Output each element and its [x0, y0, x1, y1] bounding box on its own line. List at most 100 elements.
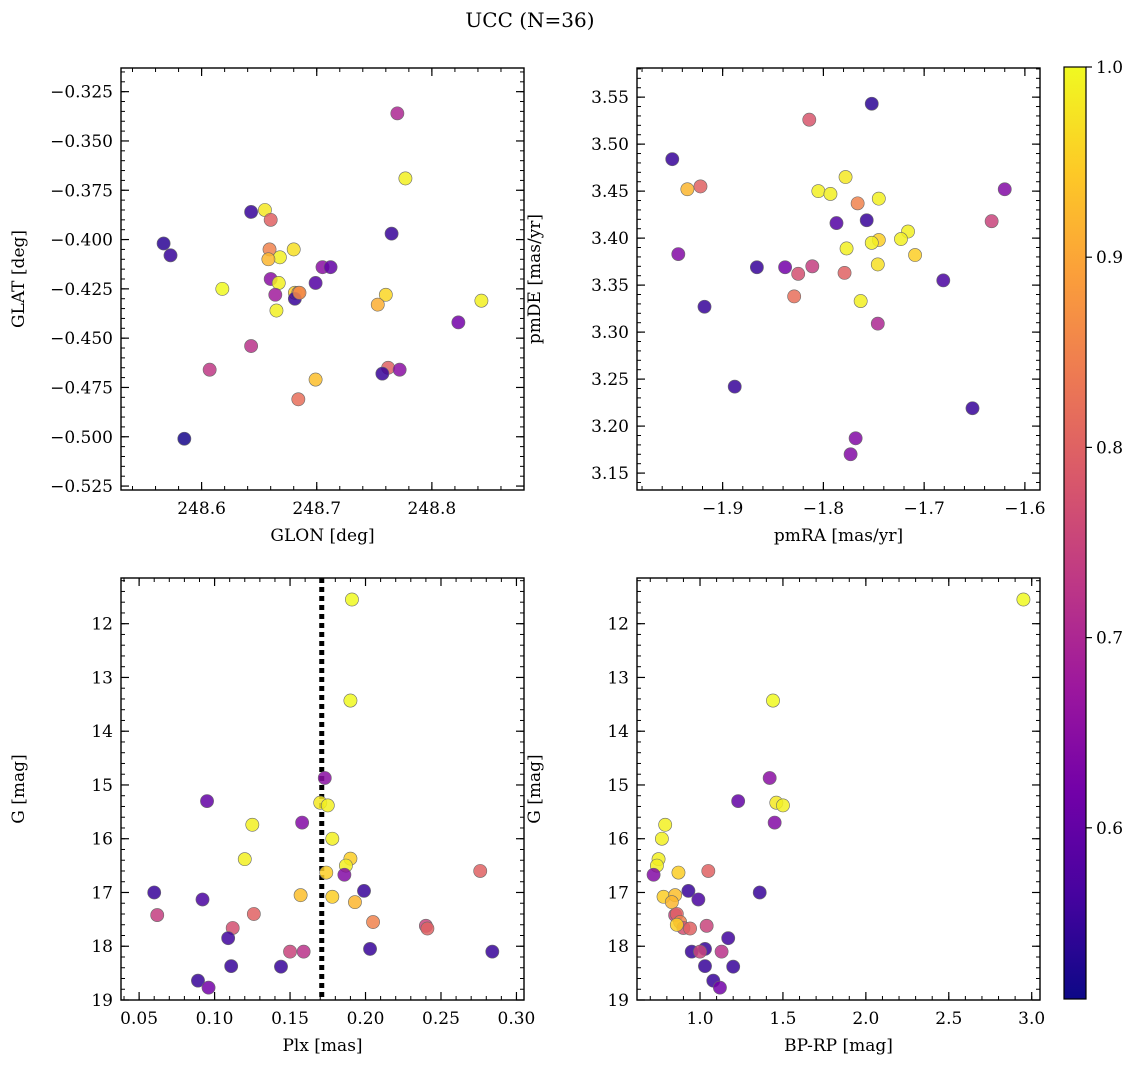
panel-pmra-pmde: −1.9 −1.8 −1.7 −1.6 3.15 3.20 3.25 3.30 3.35 3.40… — [525, 67, 1046, 546]
scatter-point — [283, 944, 297, 959]
y-tick-label: 3.15 — [591, 464, 629, 484]
y-tick-label: 19 — [607, 991, 629, 1011]
scatter-point — [870, 257, 885, 272]
y-tick-label: −0.350 — [50, 132, 113, 152]
points-plx-g — [147, 592, 500, 995]
scatter-point — [936, 273, 951, 288]
x-tick-label: −1.7 — [903, 499, 944, 519]
scatter-point — [864, 235, 879, 250]
scatter-point — [200, 794, 214, 808]
scatter-point — [201, 980, 216, 995]
scatter-point — [317, 771, 332, 785]
scatter-point — [237, 852, 252, 867]
scatter-point — [473, 864, 488, 878]
scatter-point — [286, 242, 301, 257]
scatter-point — [787, 289, 802, 304]
scatter-point — [665, 152, 680, 167]
scatter-point — [1016, 592, 1031, 607]
scatter-point — [202, 362, 217, 377]
y-tick-label: 16 — [607, 830, 629, 850]
axes-frame — [636, 577, 1041, 1001]
scatter-point — [384, 226, 399, 241]
scatter-point — [837, 265, 852, 280]
x-tick-label: 0.05 — [120, 1009, 158, 1029]
scatter-point — [671, 247, 686, 261]
y-tick-label: 12 — [607, 615, 629, 635]
y-tick-label: −0.325 — [50, 83, 113, 103]
scatter-point — [791, 266, 806, 281]
scatter-point — [894, 232, 908, 246]
scatter-point — [805, 259, 820, 274]
x-tick-label: −1.9 — [702, 499, 743, 519]
scatter-point — [701, 864, 716, 878]
y-tick-label: 3.30 — [591, 323, 629, 343]
y-tick-label: 17 — [607, 883, 629, 903]
scatter-point — [150, 908, 165, 922]
scatter-point — [323, 260, 338, 275]
y-tick-label: −0.525 — [50, 477, 113, 497]
scatter-point — [871, 191, 886, 206]
scatter-point — [776, 798, 790, 813]
scatter-point — [823, 187, 838, 201]
colorbar-tick-label: 0.8 — [1096, 438, 1123, 458]
scatter-point — [766, 693, 780, 708]
scatter-point — [293, 888, 308, 903]
scatter-point — [245, 817, 260, 832]
scatter-point — [224, 959, 239, 974]
x-axis-label: GLON [deg] — [270, 526, 374, 546]
y-tick-label: 3.20 — [591, 417, 629, 437]
y-tick-label: 17 — [91, 883, 113, 903]
y-tick-label: 14 — [607, 722, 629, 742]
scatter-point — [269, 303, 284, 318]
scatter-point — [698, 959, 712, 974]
y-tick-label: 3.25 — [591, 370, 629, 390]
y-tick-label: 3.55 — [591, 88, 629, 108]
scatter-point — [246, 907, 261, 921]
scatter-point — [997, 182, 1012, 197]
scatter-point — [671, 865, 686, 880]
axes-pmra-pmde: −1.9 −1.8 −1.7 −1.6 3.15 3.20 3.25 3.30 3.35 3.40… — [525, 67, 1046, 546]
x-tick-label: 0.30 — [498, 1009, 536, 1029]
colorbar-tick-label: 0.9 — [1096, 248, 1123, 268]
scatter-point — [291, 392, 306, 407]
scatter-point — [268, 287, 283, 302]
x-axis-label: BP-RP [mag] — [784, 1036, 893, 1056]
scatter-point — [337, 867, 352, 882]
scatter-point — [363, 942, 377, 956]
y-tick-label: 3.45 — [591, 182, 629, 202]
panel-bprp-g: 1.0 1.5 2.0 2.5 3.0 12 13 14 15 16 17 18 19 BP-RP [ma… — [525, 577, 1045, 1056]
scatter-point — [420, 921, 435, 936]
scatter-point — [244, 205, 259, 219]
scatter-point — [366, 915, 380, 929]
y-tick-label: −0.375 — [50, 181, 113, 201]
scatter-point — [767, 815, 782, 830]
scatter-point — [853, 294, 868, 308]
y-axis-label: pmDE [mas/yr] — [525, 214, 545, 344]
scatter-point — [839, 241, 854, 256]
scatter-point — [221, 931, 236, 946]
scatter-point — [325, 831, 340, 846]
scatter-point — [274, 959, 288, 974]
scatter-point — [693, 179, 708, 194]
colorbar-tick-label: 0.7 — [1096, 629, 1123, 649]
scatter-point — [864, 96, 879, 111]
scatter-point — [296, 944, 311, 959]
scatter-point — [664, 895, 679, 910]
x-tick-label: 0.15 — [271, 1009, 309, 1029]
scatter-point — [156, 236, 171, 251]
scatter-point — [859, 213, 874, 228]
scatter-point — [838, 170, 853, 184]
scatter-point — [261, 252, 276, 267]
scatter-point — [375, 366, 390, 381]
x-tick-label: 2.0 — [852, 1009, 879, 1029]
scatter-point — [965, 401, 980, 416]
y-tick-label: 3.40 — [591, 229, 629, 249]
x-tick-label: 0.10 — [196, 1009, 234, 1029]
scatter-point — [325, 889, 340, 904]
panel-glon-glat: 248.6 248.7 248.8 −0.325 −0.350 −0.375 −0.400 −… — [9, 67, 525, 546]
figure-title: UCC (N=36) — [465, 8, 594, 32]
scatter-point — [370, 297, 385, 312]
scatter-point — [390, 106, 405, 121]
y-tick-label: −0.400 — [50, 231, 113, 251]
scatter-point — [215, 281, 230, 296]
